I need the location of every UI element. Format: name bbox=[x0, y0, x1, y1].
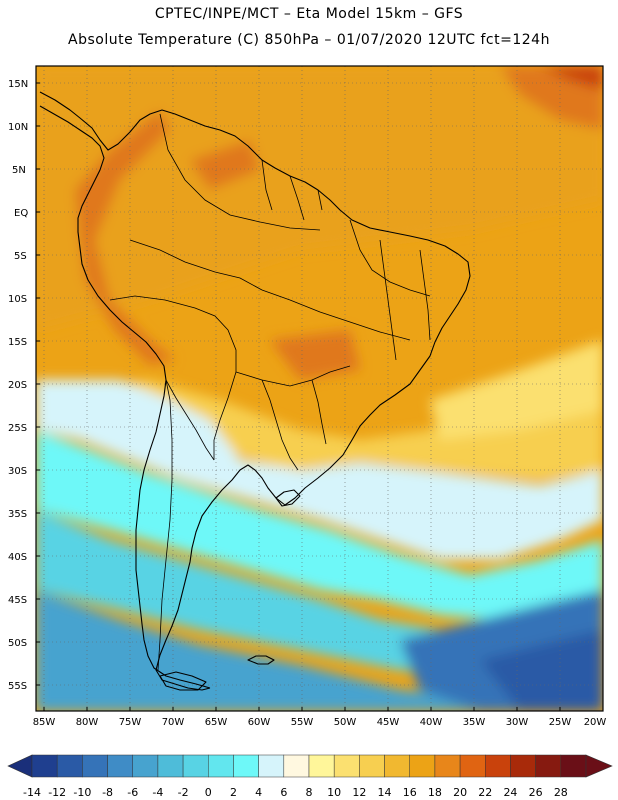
lat-label: 35S bbox=[8, 509, 27, 520]
lat-label: 40S bbox=[8, 552, 27, 563]
title-line-1: CPTEC/INPE/MCT – Eta Model 15km – GFS bbox=[154, 6, 464, 22]
colorbar-label: -2 bbox=[178, 786, 189, 799]
colorbar-label: 22 bbox=[478, 786, 492, 799]
lon-label: 55W bbox=[291, 717, 314, 728]
lon-label: 35W bbox=[463, 717, 486, 728]
colorbar-label: 2 bbox=[230, 786, 237, 799]
lon-label: 85W bbox=[33, 717, 56, 728]
colorbar-swatch bbox=[560, 754, 587, 778]
colorbar-label: 24 bbox=[503, 786, 517, 799]
colorbar-label: -10 bbox=[73, 786, 91, 799]
lon-label: 25W bbox=[549, 717, 572, 728]
colorbar-swatch bbox=[157, 754, 184, 778]
lon-label: 70W bbox=[162, 717, 185, 728]
colorbar-swatch bbox=[283, 754, 310, 778]
lat-label: 50S bbox=[8, 638, 27, 649]
colorbar-swatch bbox=[208, 754, 234, 778]
colorbar-swatch bbox=[535, 754, 562, 778]
lon-label: 65W bbox=[205, 717, 228, 728]
colorbar-swatch bbox=[31, 754, 58, 778]
longitude-labels: 85W 80W 75W 70W 65W 60W 55W 50W 45W 40W … bbox=[33, 717, 607, 728]
colorbar-label: -14 bbox=[23, 786, 41, 799]
lon-label: 50W bbox=[334, 717, 357, 728]
lat-label: 15N bbox=[8, 79, 28, 90]
colorbar-label: -8 bbox=[102, 786, 113, 799]
lat-label: 10S bbox=[8, 294, 27, 305]
colorbar-label: 8 bbox=[306, 786, 313, 799]
lat-label: EQ bbox=[14, 208, 28, 219]
colorbar-swatch bbox=[434, 754, 461, 778]
lat-label: 20S bbox=[8, 380, 27, 391]
lat-label: 45S bbox=[8, 595, 27, 606]
colorbar-swatch bbox=[459, 754, 486, 778]
plot-frame bbox=[35, 65, 604, 712]
lat-label: 5S bbox=[14, 251, 27, 262]
colorbar-label: 4 bbox=[255, 786, 262, 799]
colorbar-swatch bbox=[233, 754, 259, 778]
colorbar-swatch bbox=[308, 754, 335, 778]
colorbar-swatch bbox=[384, 754, 410, 778]
title-line-2: Absolute Temperature (C) 850hPa – 01/07/… bbox=[68, 32, 550, 48]
lat-label: 5N bbox=[12, 165, 26, 176]
colorbar-label: 12 bbox=[352, 786, 366, 799]
colorbar-swatch bbox=[56, 754, 83, 778]
colorbar-label: -12 bbox=[48, 786, 66, 799]
colorbar-label: -6 bbox=[127, 786, 138, 799]
country-borders bbox=[109, 113, 431, 671]
colorbar-low-arrow bbox=[7, 754, 33, 778]
lon-label: 20W bbox=[584, 717, 607, 728]
colorbar-label: 26 bbox=[529, 786, 543, 799]
colorbar-swatch bbox=[258, 754, 285, 778]
colorbar-high-arrow bbox=[585, 754, 613, 778]
lat-label: 55S bbox=[8, 681, 27, 692]
lat-label: 15S bbox=[8, 337, 27, 348]
colorbar-label: 10 bbox=[327, 786, 341, 799]
lon-label: 45W bbox=[377, 717, 400, 728]
colorbar-label: 0 bbox=[205, 786, 212, 799]
lat-label: 10N bbox=[8, 122, 28, 133]
colorbar-label: 20 bbox=[453, 786, 467, 799]
colorbar-swatch bbox=[333, 754, 360, 778]
coastlines bbox=[39, 91, 471, 691]
colorbar-swatch bbox=[359, 754, 385, 778]
lon-label: 75W bbox=[119, 717, 142, 728]
colorbar-swatch bbox=[485, 754, 511, 778]
colorbar: -14 -12 -10 -8 -6 -4 -2 0 2 4 6 8 10 12 14 16 18 20 22 24 26… bbox=[7, 754, 613, 799]
lon-label: 40W bbox=[420, 717, 443, 728]
lon-label: 30W bbox=[506, 717, 529, 728]
lon-label: 80W bbox=[76, 717, 99, 728]
colorbar-label: 14 bbox=[378, 786, 392, 799]
colorbar-swatch bbox=[182, 754, 209, 778]
colorbar-swatch bbox=[132, 754, 159, 778]
latitude-labels: 15N 10N 5N EQ 5S 10S 15S 20S 25S 30S 35S… bbox=[8, 79, 28, 692]
colorbar-swatch bbox=[82, 754, 108, 778]
colorbar-label: 28 bbox=[554, 786, 568, 799]
temperature-field bbox=[36, 66, 603, 711]
colorbar-label: 18 bbox=[428, 786, 442, 799]
map-grid bbox=[36, 66, 604, 711]
colorbar-swatch bbox=[409, 754, 436, 778]
tick-marks bbox=[36, 82, 604, 711]
lat-label: 30S bbox=[8, 466, 27, 477]
colorbar-label: 16 bbox=[403, 786, 417, 799]
lat-label: 25S bbox=[8, 423, 27, 434]
colorbar-swatch bbox=[107, 754, 133, 778]
colorbar-label: 6 bbox=[280, 786, 287, 799]
lon-label: 60W bbox=[248, 717, 271, 728]
colorbar-swatch bbox=[510, 754, 536, 778]
colorbar-label: -4 bbox=[152, 786, 163, 799]
